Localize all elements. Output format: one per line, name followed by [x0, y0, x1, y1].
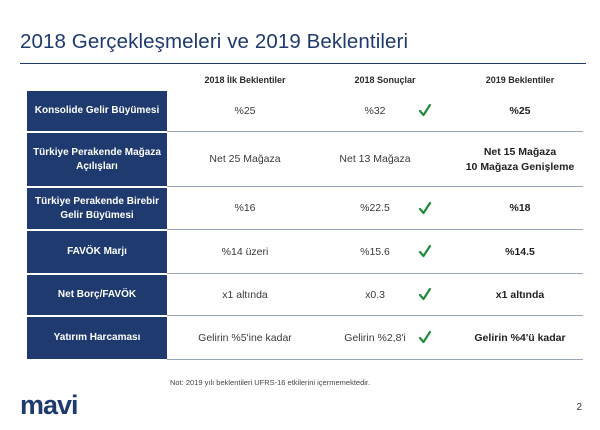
row-divider: [167, 273, 583, 274]
check-icon: [418, 330, 432, 344]
cell-2018-result: x0.3: [365, 288, 385, 301]
cell-2019-outlook: %14.5: [505, 245, 535, 258]
cell-2018-result: %15.6: [360, 245, 390, 258]
footnote: Not: 2019 yılı beklentileri UFRS-16 etki…: [170, 378, 371, 387]
row-divider: [167, 359, 583, 360]
cell-2018-result: Gelirin %2,8'i: [344, 331, 406, 344]
page-number: 2: [576, 402, 582, 413]
check-icon: [418, 103, 432, 117]
row-label: Türkiye Perakende Mağaza Açılışları: [27, 133, 167, 186]
cell-2018-initial: x1 altında: [222, 288, 268, 301]
row-divider: [167, 315, 583, 316]
row-label: Konsolide Gelir Büyümesi: [27, 91, 167, 131]
cell-2018-result: %22.5: [360, 202, 390, 215]
row-divider: [167, 186, 583, 187]
cell-2019-outlook: %18: [509, 202, 531, 215]
row-label: Net Borç/FAVÖK: [27, 275, 167, 315]
cell-2018-initial: Gelirin %5'ine kadar: [198, 331, 292, 344]
cell-2019-outlook: Net 15 Mağaza 10 Mağaza Genişleme: [465, 146, 575, 173]
check-icon: [418, 244, 432, 258]
cell-2018-initial: %16: [234, 202, 256, 215]
row-divider: [167, 229, 583, 230]
title-divider: [20, 63, 586, 64]
page-title: 2018 Gerçekleşmeleri ve 2019 Beklentiler…: [20, 30, 409, 53]
mavi-logo: mavi: [20, 390, 79, 420]
row-divider: [167, 131, 583, 132]
cell-2018-result: %32: [364, 104, 386, 117]
column-header-initial: 2018 İlk Beklentiler: [204, 75, 286, 85]
check-icon: [418, 287, 432, 301]
row-label: FAVÖK Marjı: [27, 231, 167, 273]
cell-2019-outlook: Gelirin %4'ü kadar: [474, 331, 566, 344]
column-header-outlook: 2019 Beklentiler: [485, 75, 555, 85]
row-label: Türkiye Perakende Birebir Gelir Büyümesi: [27, 188, 167, 229]
cell-2018-initial: %25: [234, 104, 256, 117]
cell-2019-outlook: %25: [509, 104, 531, 117]
cell-2018-initial: Net 25 Mağaza: [209, 153, 281, 166]
check-icon: [418, 201, 432, 214]
cell-2019-outlook: x1 altında: [495, 288, 545, 301]
column-header-results: 2018 Sonuçlar: [354, 75, 416, 85]
cell-2018-initial: %14 üzeri: [221, 245, 269, 258]
cell-2018-result: Net 13 Mağaza: [339, 153, 411, 166]
row-label: Yatırım Harcaması: [27, 317, 167, 359]
